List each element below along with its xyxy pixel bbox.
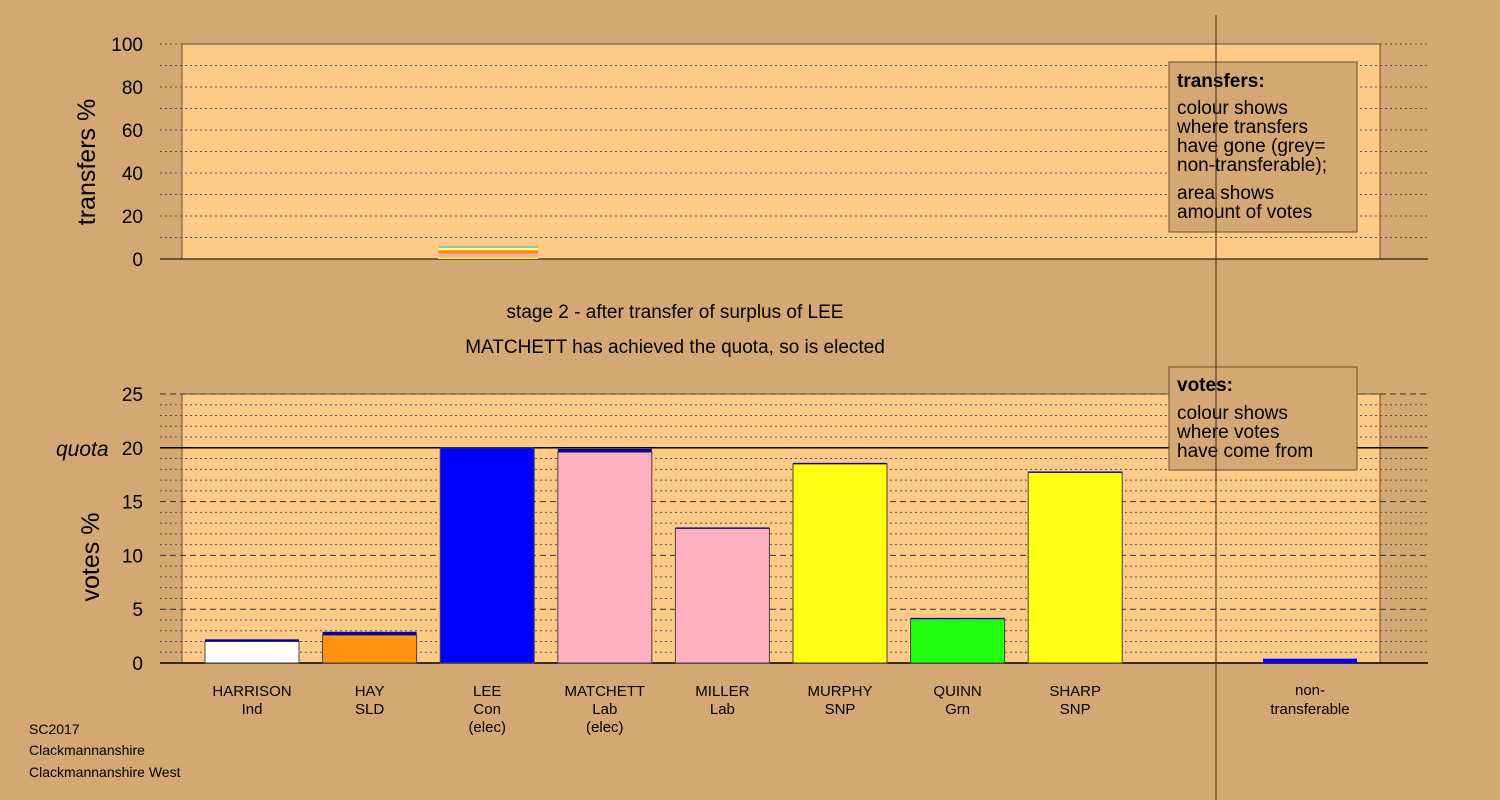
y-tick-label: 10 [122, 546, 143, 567]
stage-title: stage 2 - after transfer of surplus of L… [507, 302, 844, 323]
votes-legend-line: where votes [1176, 422, 1279, 443]
y-tick-label: 0 [132, 654, 143, 675]
candidate-labels: HARRISONIndHAYSLDLEECon(elec)MATCHETTLab… [212, 682, 1349, 736]
candidate-party: Lab [710, 701, 735, 718]
y-tick-label: 25 [122, 385, 143, 406]
vote-bar [1027, 472, 1123, 664]
transfers-legend-line: area shows [1177, 183, 1274, 204]
candidate-party: SNP [825, 701, 856, 718]
transfer-segment [438, 253, 539, 255]
nontransferable-label: transferable [1270, 701, 1349, 718]
transfers-legend-line: amount of votes [1177, 202, 1312, 223]
y-tick-label: 20 [122, 207, 143, 228]
candidate-name: HARRISON [212, 683, 291, 700]
transfers-legend-title: transfers: [1177, 71, 1265, 92]
y-tick-label: 5 [132, 600, 143, 621]
received-transfer-segment [793, 462, 887, 464]
votes-legend-line: colour shows [1177, 403, 1288, 424]
received-transfer-segment [557, 448, 652, 453]
transfer-segment [438, 245, 539, 249]
received-transfer-segment [910, 617, 1005, 619]
footer-council: Clackmannanshire [29, 742, 145, 758]
candidate-party: Lab [592, 701, 617, 718]
received-transfer-segment [322, 631, 417, 636]
transfer-segment [438, 250, 539, 254]
transfer-segment [438, 254, 539, 258]
votes-bars [204, 447, 1357, 664]
candidate-status: (elec) [586, 719, 624, 736]
received-transfer-segment [205, 639, 299, 642]
footer-election: SC2017 [29, 721, 80, 737]
votes-legend-title: votes: [1177, 375, 1233, 396]
candidate-name: SHARP [1049, 683, 1101, 700]
candidate-name: MILLER [695, 683, 749, 700]
votes-y-ticks: 0 5 10 15 20 25 [122, 385, 143, 675]
vote-bar [204, 640, 300, 664]
y-tick-label: 80 [122, 78, 143, 99]
vote-bar [439, 447, 535, 664]
candidate-party: Con [473, 701, 501, 718]
candidate-name: LEE [473, 683, 501, 700]
transfers-y-ticks: 0 20 40 60 80 100 [111, 35, 143, 271]
y-tick-label: 100 [111, 35, 143, 56]
y-tick-label: 0 [132, 250, 143, 271]
vote-bar [792, 463, 888, 664]
candidate-party: Ind [242, 701, 263, 718]
transfers-legend-line: have gone (grey= [1177, 136, 1325, 157]
nontransferable-label: non- [1295, 682, 1325, 699]
candidate-party: SNP [1060, 701, 1091, 718]
transfer-segment [438, 257, 539, 259]
received-transfer-segment [1028, 471, 1123, 473]
transfers-legend: transfers: colour shows where transfers … [1168, 61, 1358, 233]
candidate-status: (elec) [468, 719, 506, 736]
quota-label: quota [56, 438, 109, 461]
transfers-y-axis-title: transfers % [73, 99, 101, 225]
candidate-party: SLD [355, 701, 384, 718]
vote-bar [322, 634, 418, 664]
candidate-name: HAY [355, 683, 385, 700]
received-transfer-segment [675, 527, 770, 529]
footer-ward: Clackmannanshire West [29, 764, 181, 780]
nontransferable-bar [1263, 658, 1357, 663]
candidate-name: MATCHETT [565, 683, 646, 700]
y-tick-label: 15 [122, 493, 143, 514]
stage-subtitle: MATCHETT has achieved the quota, so is e… [465, 337, 885, 358]
votes-y-axis-title: votes % [77, 513, 105, 602]
candidate-name: MURPHY [807, 683, 872, 700]
transfer-segment [438, 248, 539, 251]
transfers-legend-line: non-transferable); [1177, 155, 1327, 176]
vote-bar [557, 451, 653, 664]
transfers-legend-line: colour shows [1177, 98, 1288, 119]
vote-bar [674, 528, 770, 664]
vote-bar [910, 618, 1006, 664]
votes-legend-line: have come from [1177, 441, 1313, 462]
y-tick-label: 20 [122, 439, 143, 460]
transfers-legend-box [1168, 61, 1358, 233]
y-tick-label: 40 [122, 164, 143, 185]
votes-legend-box [1168, 366, 1358, 471]
candidate-party: Grn [945, 701, 970, 718]
transfers-legend-line: where transfers [1176, 117, 1308, 138]
candidate-name: QUINN [933, 683, 981, 700]
votes-legend: votes: colour shows where votes have com… [1168, 366, 1358, 471]
transfers-bars [438, 245, 539, 259]
y-tick-label: 60 [122, 121, 143, 142]
